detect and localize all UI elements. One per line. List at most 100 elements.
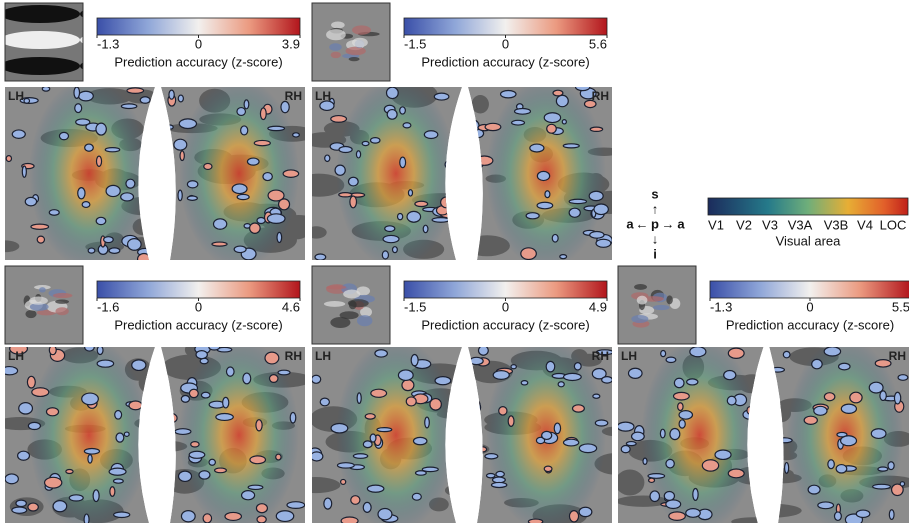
accuracy-blob (234, 246, 246, 253)
accuracy-blob (777, 438, 792, 443)
accuracy-blob (351, 496, 360, 505)
accuracy-blob (574, 363, 581, 370)
accuracy-blob (127, 88, 144, 94)
accuracy-blob (593, 394, 600, 398)
accuracy-blob (320, 398, 329, 406)
accuracy-blob (97, 360, 113, 367)
accuracy-blob (643, 458, 647, 464)
accuracy-blob (32, 388, 49, 397)
sulcus (445, 485, 463, 496)
hemisphere (0, 78, 166, 268)
accuracy-blob (82, 393, 99, 405)
accuracy-blob (214, 219, 227, 229)
accuracy-blob (398, 370, 413, 380)
accuracy-blob (515, 108, 531, 114)
accuracy-blob (247, 158, 259, 165)
hemisphere-label: RH (889, 349, 906, 363)
accuracy-blob (212, 242, 227, 246)
thumbnail-texture (329, 43, 341, 51)
accuracy-blob (511, 365, 516, 369)
accuracy-blob (265, 352, 279, 364)
accuracy-blob (850, 392, 862, 403)
accuracy-blob (132, 360, 146, 371)
accuracy-blob (5, 474, 18, 484)
accuracy-blob (49, 210, 59, 216)
colorbar-tick-label: -1.5 (404, 299, 426, 314)
accuracy-blob (526, 213, 539, 219)
accuracy-blob (553, 90, 563, 96)
accuracy-blob (871, 429, 886, 439)
accuracy-blob (804, 416, 817, 424)
accuracy-blob (501, 90, 516, 97)
accuracy-blob (256, 420, 262, 431)
accuracy-blob (237, 194, 249, 199)
page: {"panels": [ {"colorbar": {"ticks": [-1.… (0, 0, 909, 525)
accuracy-blob (678, 403, 683, 411)
hemisphere-label: RH (592, 349, 609, 363)
accuracy-blob (187, 181, 197, 188)
visual-area-title: Visual area (776, 233, 842, 248)
accuracy-blob (537, 171, 549, 180)
accuracy-blob (46, 408, 58, 416)
arrow: ↑ (652, 201, 659, 216)
colorbar-tick-label: 4.6 (282, 299, 300, 314)
thumbnail-texture (357, 315, 372, 326)
sulcus (449, 479, 470, 499)
accuracy-blob (818, 502, 834, 509)
accuracy-blob (25, 197, 36, 205)
accuracy-blob (839, 363, 850, 370)
colorbar (97, 18, 300, 35)
accuracy-blob (478, 346, 488, 355)
accuracy-blob (189, 389, 198, 397)
accuracy-blob (315, 254, 326, 260)
accuracy-blob (545, 191, 550, 198)
accuracy-blob (664, 491, 674, 500)
sulcus (615, 470, 644, 496)
accuracy-blob (187, 196, 197, 200)
colorbar (404, 281, 607, 298)
accuracy-blob (109, 248, 120, 253)
accuracy-blob (113, 479, 123, 483)
accuracy-blob (569, 511, 578, 522)
stimulus-thumbnail (5, 3, 83, 81)
accuracy-blob (339, 193, 352, 197)
accuracy-blob (445, 160, 457, 169)
accuracy-blob (324, 498, 332, 509)
colorbar-tick-label: -1.5 (404, 36, 426, 51)
accuracy-blob (579, 444, 596, 453)
accuracy-blob (278, 370, 290, 375)
colorbar (710, 281, 909, 298)
accuracy-blob (544, 113, 560, 123)
visual-area-label: V3 (762, 217, 778, 232)
thumbnail-texture (346, 47, 366, 56)
accuracy-blob (140, 97, 150, 104)
accuracy-blob (375, 350, 388, 357)
accuracy-blob (257, 516, 266, 523)
accuracy-blob (783, 351, 790, 357)
visual-area-overlay (29, 338, 149, 525)
accuracy-blob (367, 485, 384, 492)
accuracy-blob (106, 185, 120, 196)
accuracy-blob (97, 346, 103, 354)
hemisphere-label: LH (621, 349, 637, 363)
accuracy-blob (873, 484, 891, 489)
accuracy-blob (276, 454, 281, 460)
thumbnail-texture (352, 38, 368, 48)
accuracy-blob (558, 382, 564, 387)
orientation-center: p (651, 216, 659, 231)
accuracy-blob (215, 468, 227, 473)
accuracy-blob (96, 123, 106, 135)
accuracy-blob (487, 473, 495, 477)
colorbar-tick-label: 0 (806, 299, 813, 314)
accuracy-blob (216, 414, 233, 421)
accuracy-blob (446, 191, 460, 196)
accuracy-blob (485, 123, 501, 130)
accuracy-blob (590, 127, 602, 131)
accuracy-blob (841, 436, 857, 446)
hemisphere (294, 78, 471, 268)
accuracy-blob (96, 156, 101, 166)
accuracy-blob (728, 348, 744, 358)
accuracy-blob (178, 95, 183, 102)
colorbar-tick-label: 5.5 (892, 299, 909, 314)
accuracy-blob (900, 482, 904, 486)
